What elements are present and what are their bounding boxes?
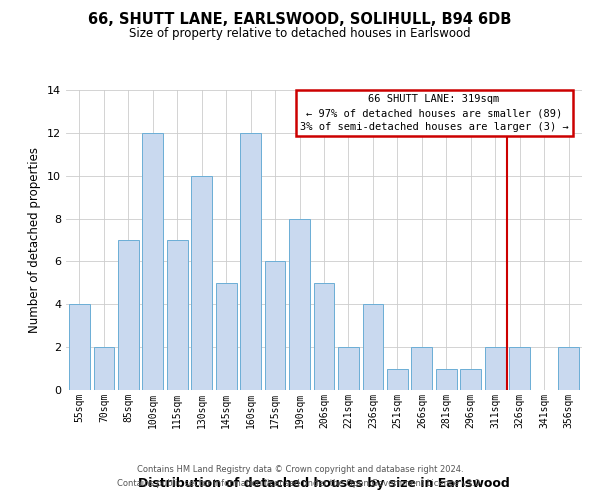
Text: Contains HM Land Registry data © Crown copyright and database right 2024.
Contai: Contains HM Land Registry data © Crown c… bbox=[118, 466, 482, 487]
Bar bbox=[460, 368, 481, 390]
Bar bbox=[412, 347, 432, 390]
Bar bbox=[387, 368, 408, 390]
Bar bbox=[436, 368, 457, 390]
Text: 66, SHUTT LANE, EARLSWOOD, SOLIHULL, B94 6DB: 66, SHUTT LANE, EARLSWOOD, SOLIHULL, B94… bbox=[88, 12, 512, 28]
Bar bbox=[362, 304, 383, 390]
Bar bbox=[338, 347, 359, 390]
Bar bbox=[265, 262, 286, 390]
Y-axis label: Number of detached properties: Number of detached properties bbox=[28, 147, 41, 333]
Bar bbox=[509, 347, 530, 390]
Bar bbox=[118, 240, 139, 390]
Bar bbox=[216, 283, 236, 390]
X-axis label: Distribution of detached houses by size in Earlswood: Distribution of detached houses by size … bbox=[138, 476, 510, 490]
Bar bbox=[240, 133, 261, 390]
Bar bbox=[289, 218, 310, 390]
Text: Size of property relative to detached houses in Earlswood: Size of property relative to detached ho… bbox=[129, 28, 471, 40]
Bar bbox=[167, 240, 188, 390]
Bar bbox=[314, 283, 334, 390]
Bar bbox=[485, 347, 506, 390]
Bar bbox=[94, 347, 114, 390]
Bar bbox=[69, 304, 90, 390]
Text: 66 SHUTT LANE: 319sqm
← 97% of detached houses are smaller (89)
3% of semi-detac: 66 SHUTT LANE: 319sqm ← 97% of detached … bbox=[299, 94, 568, 132]
Bar bbox=[191, 176, 212, 390]
Bar bbox=[142, 133, 163, 390]
Bar bbox=[558, 347, 579, 390]
